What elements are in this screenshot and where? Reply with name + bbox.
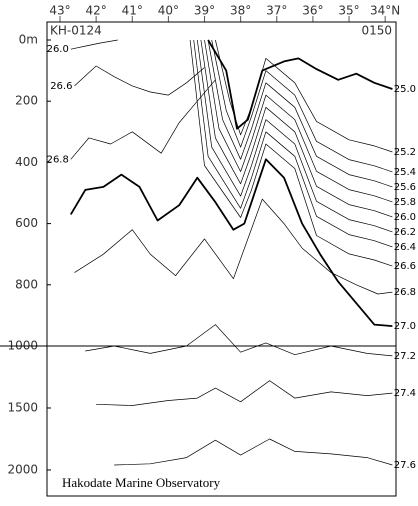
x-tick-label: 39°: [194, 4, 215, 18]
contour-label: 26.4: [394, 242, 416, 253]
isopycnal: [189, 39, 393, 267]
y-tick-label: 200: [15, 94, 38, 108]
contour-label: 26.6: [50, 81, 72, 92]
x-tick-label: 38°: [230, 4, 251, 18]
credit-box: [58, 474, 252, 492]
isopycnal: [215, 39, 393, 153]
y-tick-label: 800: [15, 277, 38, 291]
contour-label: 27.0: [394, 321, 416, 332]
isopycnal: [207, 39, 393, 188]
x-tick-label: 43°: [49, 4, 70, 18]
isopycnal: [207, 39, 393, 130]
contour-label: 25.8: [394, 197, 416, 208]
isopycnal: [74, 198, 393, 295]
x-tick-label: 35°: [338, 4, 359, 18]
isopycnal: [193, 39, 393, 248]
contour-label: 25.6: [394, 182, 416, 193]
isopycnal: [114, 438, 393, 466]
isopycnal: [204, 39, 393, 203]
isopycnal: [70, 158, 393, 327]
y-tick-label: 600: [15, 216, 38, 230]
isopycnal: [211, 39, 393, 173]
contour-label: 26.2: [394, 227, 416, 238]
isopycnal: [70, 39, 118, 50]
start-station: KH-0124: [50, 24, 102, 38]
contour-label: 25.0: [394, 84, 416, 95]
y-tick-label: 1500: [7, 400, 38, 414]
end-station: 0150: [361, 24, 392, 38]
contour-label: 26.8: [47, 154, 69, 165]
credit: Hakodate Marine Observatory: [62, 475, 221, 490]
contour-label: 26.6: [394, 261, 416, 272]
x-tick-label: 40°: [158, 4, 179, 18]
isopycnal: [74, 65, 205, 96]
x-tick-label: 41°: [122, 4, 143, 18]
isopycnal: [70, 79, 216, 160]
contour-label: 27.6: [394, 460, 416, 471]
contour-label: 25.4: [394, 167, 416, 178]
x-tick-label: 37°: [266, 4, 287, 18]
isopycnal: [85, 324, 393, 357]
isopycnal: [200, 39, 393, 218]
plot-frame: [46, 21, 397, 497]
isopycnal: [196, 39, 393, 233]
contour-label: 27.4: [394, 388, 416, 399]
y-tick-label: 400: [15, 155, 38, 169]
contour-label: 26.8: [394, 287, 416, 298]
x-tick-label: 36°: [302, 4, 323, 18]
contour-label: 26.0: [47, 44, 69, 55]
contour-label: 27.2: [394, 351, 416, 362]
isopycnal: [96, 380, 393, 406]
contour-label: 26.0: [394, 212, 416, 223]
x-tick-label: 34°N: [370, 4, 400, 18]
contour-label: 25.2: [394, 147, 416, 158]
y-tick-label: 2000: [7, 462, 38, 476]
y-tick-label: 0m: [19, 33, 38, 47]
x-tick-label: 42°: [85, 4, 106, 18]
